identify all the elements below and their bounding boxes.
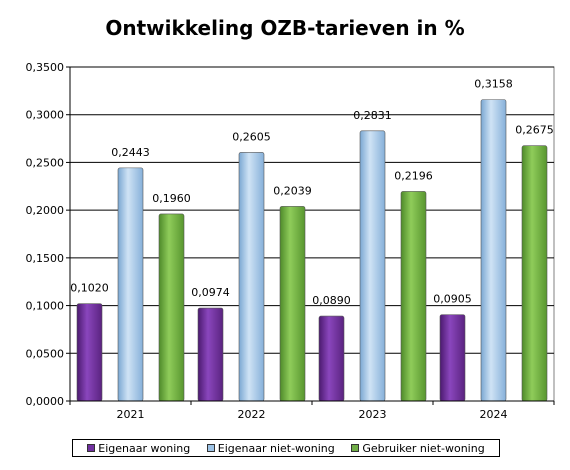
legend-label: Eigenaar niet-woning	[217, 441, 335, 455]
bar-eigenaar-woning-2022	[197, 307, 224, 402]
y-tick-label: 0,0500	[26, 347, 65, 360]
x-tick-label: 2022	[238, 408, 266, 421]
y-tick-label: 0,0000	[26, 395, 65, 408]
legend-item: Eigenaar woning	[87, 442, 190, 455]
data-label: 0,1960	[152, 192, 191, 205]
bar-gebruiker-niet-woning-2024	[521, 145, 548, 402]
bar-gebruiker-niet-woning-2023	[400, 191, 427, 402]
bar-eigenaar-niet-woning-2023	[359, 130, 386, 402]
y-tick-label: 0,2000	[26, 204, 65, 217]
data-label: 0,2039	[273, 184, 312, 197]
legend-item: Gebruiker niet-woning	[351, 441, 485, 455]
legend-label: Eigenaar woning	[98, 441, 191, 455]
x-tick-label: 2021	[117, 408, 145, 421]
y-tick-label: 0,3000	[26, 109, 65, 122]
data-label: 0,2675	[515, 124, 554, 137]
data-label: 0,0905	[433, 293, 472, 306]
y-tick-label: 0,3500	[26, 61, 65, 74]
chart-legend: Eigenaar woning Eigenaar niet-woning Gebru…	[72, 439, 500, 457]
data-label: 0,2196	[394, 169, 433, 182]
bar-eigenaar-woning-2024	[439, 314, 466, 402]
bar-eigenaar-niet-woning-2021	[117, 167, 144, 402]
legend-swatch	[206, 444, 215, 452]
legend-swatch	[351, 444, 360, 452]
y-tick-label: 0,2500	[26, 156, 65, 169]
data-label: 0,2605	[232, 130, 271, 143]
y-tick-label: 0,1500	[26, 252, 65, 265]
x-tick-label: 2024	[480, 408, 508, 421]
bar-gebruiker-niet-woning-2022	[279, 206, 306, 402]
bar-eigenaar-niet-woning-2024	[480, 99, 507, 402]
data-label: 0,1020	[70, 282, 109, 295]
data-label: 0,0974	[191, 286, 230, 299]
legend-swatch	[87, 444, 96, 452]
data-label: 0,2443	[111, 146, 150, 159]
bar-eigenaar-woning-2023	[318, 315, 345, 402]
bar-gebruiker-niet-woning-2021	[158, 213, 185, 402]
data-label: 0,3158	[474, 78, 513, 91]
data-label: 0,2831	[353, 109, 392, 122]
y-tick-label: 0,1000	[26, 300, 65, 313]
data-label: 0,0890	[312, 294, 351, 307]
plot-area	[69, 66, 555, 402]
x-tick-label: 2023	[359, 408, 387, 421]
bar-eigenaar-niet-woning-2022	[238, 152, 265, 402]
chart-title: Ontwikkeling OZB-tarieven in %	[105, 16, 465, 40]
bar-eigenaar-woning-2021	[76, 303, 103, 402]
legend-item: Eigenaar niet-woning	[206, 441, 335, 455]
legend-label: Gebruiker niet-woning	[362, 441, 485, 455]
